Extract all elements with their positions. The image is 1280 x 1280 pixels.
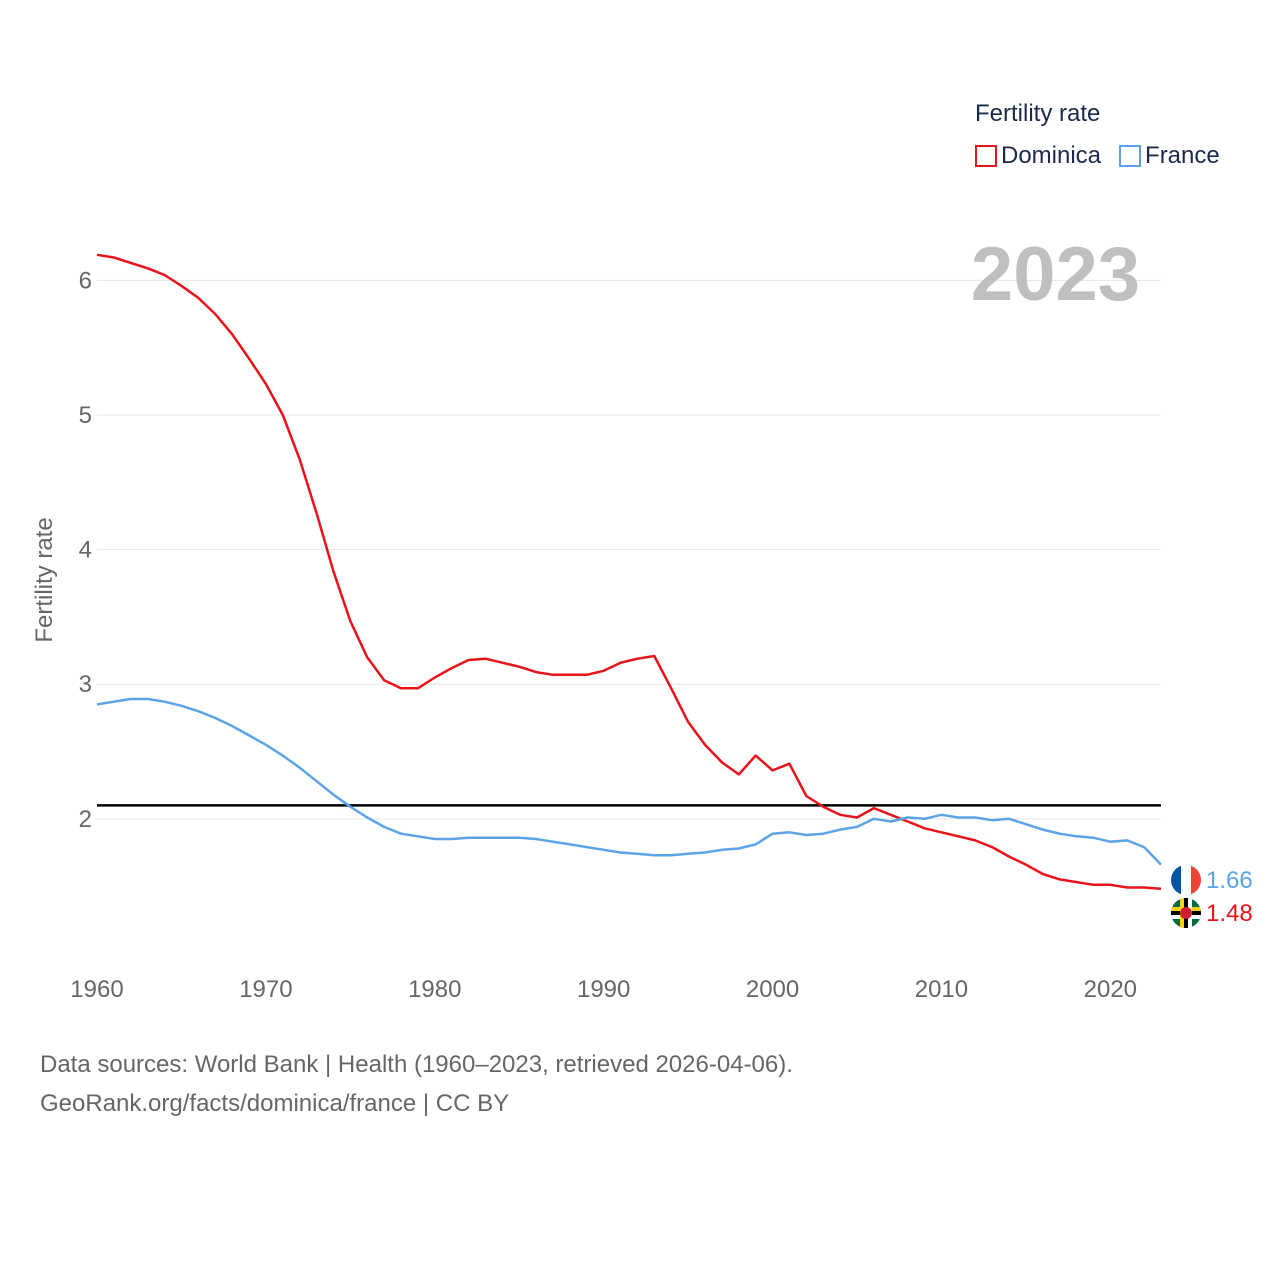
source-link[interactable]: GeoRank.org/facts/dominica/france | CC B… [40, 1090, 510, 1117]
x-axis-ticks: 1960 1970 1980 1990 2000 2010 2020 [70, 976, 1137, 1003]
x-tick-label: 1990 [577, 976, 630, 1003]
x-tick-label: 1980 [408, 976, 461, 1003]
gridlines [97, 279, 1161, 820]
y-axis-label: Fertility rate [31, 517, 58, 642]
series-line-dominica [96, 253, 1162, 891]
data-source-note: Data sources: World Bank | Health (1960–… [40, 1051, 793, 1078]
y-tick-label: 6 [79, 267, 92, 294]
legend-item-france[interactable]: France [1119, 142, 1220, 170]
y-tick-label: 2 [79, 806, 92, 833]
end-label-dominica: 1.48 [1206, 900, 1253, 927]
y-tick-label: 4 [79, 537, 92, 564]
footer: Data sources: World Bank | Health (1960–… [40, 1045, 793, 1123]
legend-label-dominica: Dominica [1001, 142, 1102, 169]
france-flag-icon [1171, 865, 1201, 895]
x-tick-label: 2000 [746, 976, 799, 1003]
end-label-france: 1.66 [1206, 867, 1253, 894]
year-label: 2023 [971, 232, 1140, 317]
end-markers [1171, 865, 1201, 928]
legend: Dominica France [975, 142, 1238, 170]
series-lines [96, 253, 1162, 891]
x-tick-label: 1960 [70, 976, 123, 1003]
y-axis-ticks: 2 3 4 5 6 [79, 267, 92, 832]
y-tick-label: 5 [79, 402, 92, 429]
legend-item-dominica[interactable]: Dominica [975, 142, 1101, 170]
x-tick-label: 2020 [1084, 976, 1137, 1003]
legend-swatch-france [1119, 145, 1142, 167]
series-line-france [96, 697, 1162, 866]
y-tick-label: 3 [79, 671, 92, 698]
end-value-labels: 1.48 1.66 [1206, 867, 1253, 927]
x-tick-label: 2010 [915, 976, 968, 1003]
x-tick-label: 1970 [239, 976, 292, 1003]
legend-swatch-dominica [975, 145, 997, 167]
legend-label-france: France [1145, 142, 1220, 169]
legend-title: Fertility rate [975, 100, 1101, 127]
dominica-flag-icon [1171, 898, 1201, 928]
